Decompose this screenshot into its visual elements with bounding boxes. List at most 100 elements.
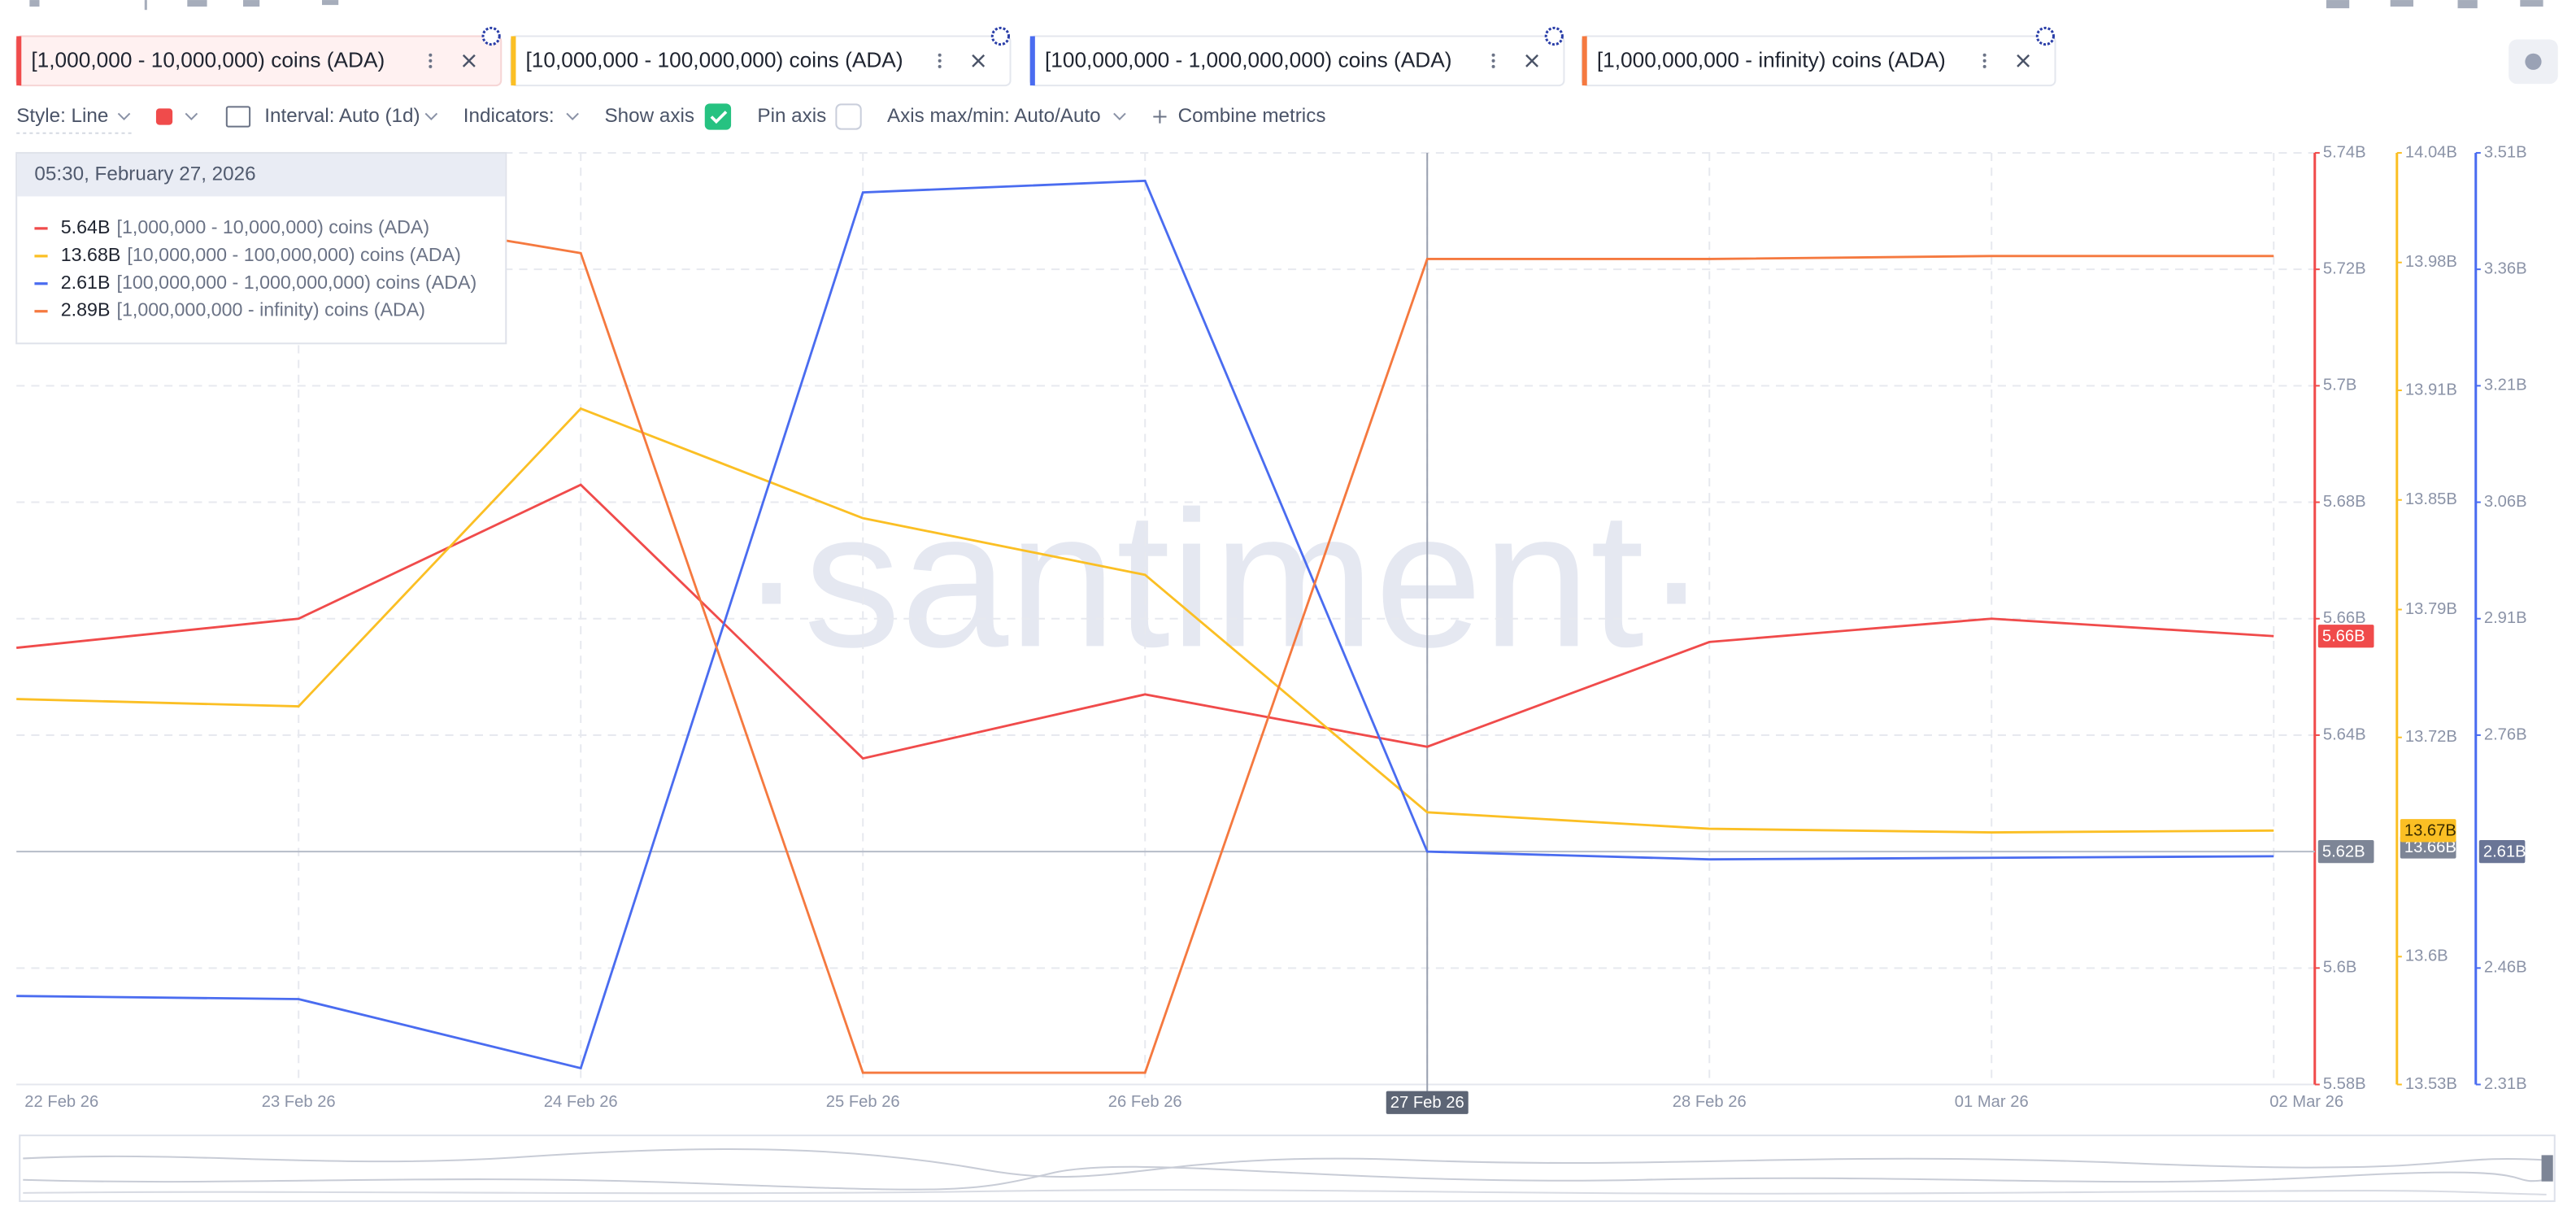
chevron	[1113, 112, 1126, 120]
y-tick-label: 13.85B	[2405, 490, 2457, 508]
y-tick-label: 13.98B	[2405, 253, 2457, 271]
show-axis-label: Show axis	[605, 105, 694, 127]
menu-dot	[1491, 53, 1495, 57]
tooltip-value: 2.61B	[61, 272, 111, 293]
watermark: ·santiment·	[739, 470, 1708, 687]
project-icon	[481, 26, 501, 46]
tooltip-value: 5.64B	[61, 216, 111, 237]
y-tick-label: 2.76B	[2484, 725, 2527, 743]
tooltip-row: 13.68B [10,000,000 - 100,000,000) coins (…	[61, 244, 461, 265]
y-tick-label: 3.36B	[2484, 259, 2527, 277]
series-line	[16, 483, 2274, 760]
icon	[322, 0, 339, 6]
y-tick-label: 5.58B	[2323, 1075, 2366, 1093]
combine-metrics-button[interactable]: Combine metrics	[1178, 105, 1326, 127]
metric-tabs: [1,000,000 - 10,000,000) coins (ADA) [10,…	[15, 26, 2056, 87]
y-tick-label: 5.6B	[2323, 959, 2357, 977]
check	[710, 111, 728, 124]
tooltip-value: 13.68B	[61, 244, 121, 265]
x-tick-label: 25 Feb 26	[826, 1093, 900, 1111]
pin-axis-checkbox[interactable]	[835, 103, 862, 130]
navigator-line	[23, 1189, 2547, 1195]
tooltip: 05:30, February 27, 2026 5.64B [1,000,000 …	[15, 151, 507, 345]
toolbar: Style: Line Interval: Auto (1d) Indicato…	[16, 103, 1326, 134]
menu-dot	[938, 53, 942, 57]
project-icon	[1544, 26, 1564, 46]
y-tick-label: 5.68B	[2323, 493, 2366, 511]
close-icon[interactable]	[462, 54, 476, 68]
y-tick-label: 5.7B	[2323, 377, 2357, 394]
y-tick-label: 2.91B	[2484, 609, 2527, 627]
icon	[2390, 0, 2413, 7]
menu-dot	[429, 53, 433, 57]
chevron	[185, 112, 198, 120]
x-tick-label: 01 Mar 26	[1955, 1093, 2029, 1111]
icon	[2457, 0, 2478, 9]
show-axis-checkbox[interactable]	[704, 103, 732, 130]
icon	[144, 0, 147, 11]
tooltip-row: 2.89B [1,000,000,000 - infinity) coins (A…	[61, 299, 425, 320]
y-tick-label: 13.6B	[2405, 947, 2448, 965]
series-line	[16, 179, 2274, 1070]
menu-dot	[429, 59, 433, 63]
color-select[interactable]	[155, 108, 173, 125]
tooltip-series-name: [100,000,000 - 1,000,000,000) coins (ADA…	[117, 272, 477, 293]
tooltip-title: 05:30, February 27, 2026	[34, 163, 255, 185]
y-tick-label: 13.53B	[2405, 1075, 2457, 1093]
project-icon	[990, 26, 1011, 46]
tab-title: [1,000,000,000 - infinity) coins (ADA)	[1597, 48, 1946, 72]
tab-color	[16, 36, 22, 86]
navigator-handle[interactable]	[2541, 1155, 2553, 1182]
y-tick-label: 3.06B	[2484, 493, 2527, 511]
y-tick-label: 13.72B	[2405, 728, 2457, 746]
y-crosshair-badge	[2317, 839, 2374, 864]
tab-title: [1,000,000 - 10,000,000) coins (ADA)	[31, 48, 385, 72]
y-tick-label: 13.79B	[2405, 600, 2457, 618]
tooltip-series-name: [1,000,000,000 - infinity) coins (ADA)	[117, 299, 425, 320]
navigator-frame	[19, 1134, 2556, 1202]
tooltip-row: 5.64B [1,000,000 - 10,000,000) coins (ADA…	[61, 216, 429, 237]
x-tick-label: 22 Feb 26	[24, 1093, 98, 1111]
chevron	[566, 112, 579, 120]
plus-icon	[1153, 110, 1167, 124]
x-tick-label: 24 Feb 26	[544, 1093, 618, 1111]
close-icon[interactable]	[1525, 54, 1538, 68]
menu-dot	[1982, 64, 1986, 68]
y-crosshair-label: 13.66B	[2404, 838, 2456, 856]
series-line	[16, 407, 2274, 834]
style-select[interactable]: Style: Line	[16, 105, 108, 127]
interval-select[interactable]: Interval: Auto (1d)	[264, 105, 420, 127]
y-tick-label: 2.31B	[2484, 1075, 2527, 1093]
navigator-line	[23, 1148, 2547, 1178]
plot: ·santiment· 5.58B 5.6B 5.64B 5.66B 5.68B 5.7B 5…	[15, 143, 2527, 1114]
last-value-label: 13.67B	[2404, 822, 2456, 840]
close-icon[interactable]	[972, 54, 986, 68]
last-value-label: 5.66B	[2322, 628, 2365, 646]
tooltip-series-name: [10,000,000 - 100,000,000) coins (ADA)	[127, 244, 460, 265]
chevron	[424, 112, 438, 120]
tooltip-series-name: [1,000,000 - 10,000,000) coins (ADA)	[117, 216, 430, 237]
icon	[187, 0, 207, 7]
tooltip-row: 2.61B [100,000,000 - 1,000,000,000) coins…	[61, 272, 477, 293]
y-crosshair-label: 5.62B	[2322, 843, 2365, 860]
tab-color	[1582, 36, 1587, 86]
navigator-line	[23, 1165, 2547, 1191]
x-tick-label: 02 Mar 26	[2269, 1093, 2343, 1111]
top-icons	[29, 0, 2543, 11]
tooltip-value: 2.89B	[61, 299, 111, 320]
y-crosshair-label: 2.61B	[2483, 843, 2526, 860]
y-tick-label: 5.74B	[2323, 143, 2366, 161]
icon	[2525, 53, 2542, 70]
axis-range-select[interactable]: Axis max/min: Auto/Auto	[887, 105, 1101, 127]
y-tick-label: 5.64B	[2323, 725, 2366, 743]
navigator	[19, 1134, 2556, 1202]
x-tick-label: 26 Feb 26	[1108, 1093, 1182, 1111]
indicators-select[interactable]: Indicators:	[463, 105, 555, 127]
y-tick-label: 5.72B	[2323, 259, 2366, 277]
last-value-badge	[2400, 819, 2456, 843]
close-icon[interactable]	[2017, 54, 2030, 68]
project-icon	[2035, 26, 2056, 46]
tab-title: [10,000,000 - 100,000,000) coins (ADA)	[526, 48, 903, 72]
x-tick-label: 23 Feb 26	[262, 1093, 336, 1111]
